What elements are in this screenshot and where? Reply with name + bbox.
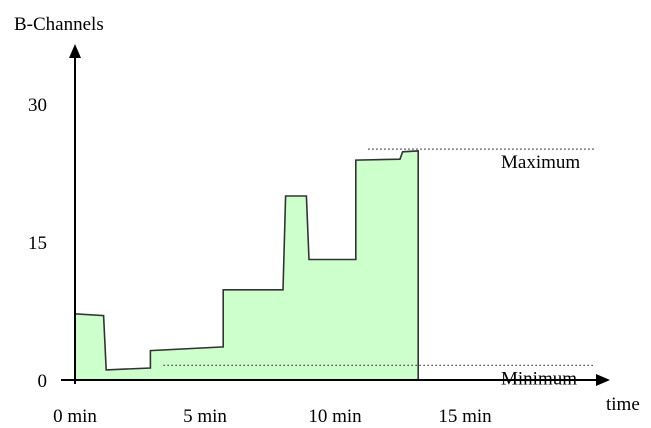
y-axis-arrow-icon: [69, 44, 81, 58]
x-axis-label: time: [606, 394, 640, 415]
axes-group: [61, 44, 610, 386]
x-tick-label: 10 min: [308, 406, 362, 427]
reference-lines-group: Maximum Minimum: [163, 148, 595, 389]
x-tick-label: 0 min: [53, 406, 97, 427]
x-axis-arrow-icon: [596, 374, 610, 386]
area-series-0: [74, 150, 419, 381]
x-tick-label: 15 min: [438, 406, 492, 427]
y-tick-label: 30: [28, 95, 47, 116]
y-axis-label: B-Channels: [14, 14, 104, 35]
maximum-reference-label: Maximum: [501, 152, 580, 173]
y-tick-label: 15: [28, 233, 47, 254]
y-tick-label: 0: [38, 371, 48, 392]
minimum-reference-label: Minimum: [501, 368, 577, 389]
tick-labels-group: 0 15 30 0 min 5 min 10 min 15 min: [28, 95, 492, 427]
area-series-group: [74, 150, 419, 381]
x-tick-label: 5 min: [183, 406, 227, 427]
